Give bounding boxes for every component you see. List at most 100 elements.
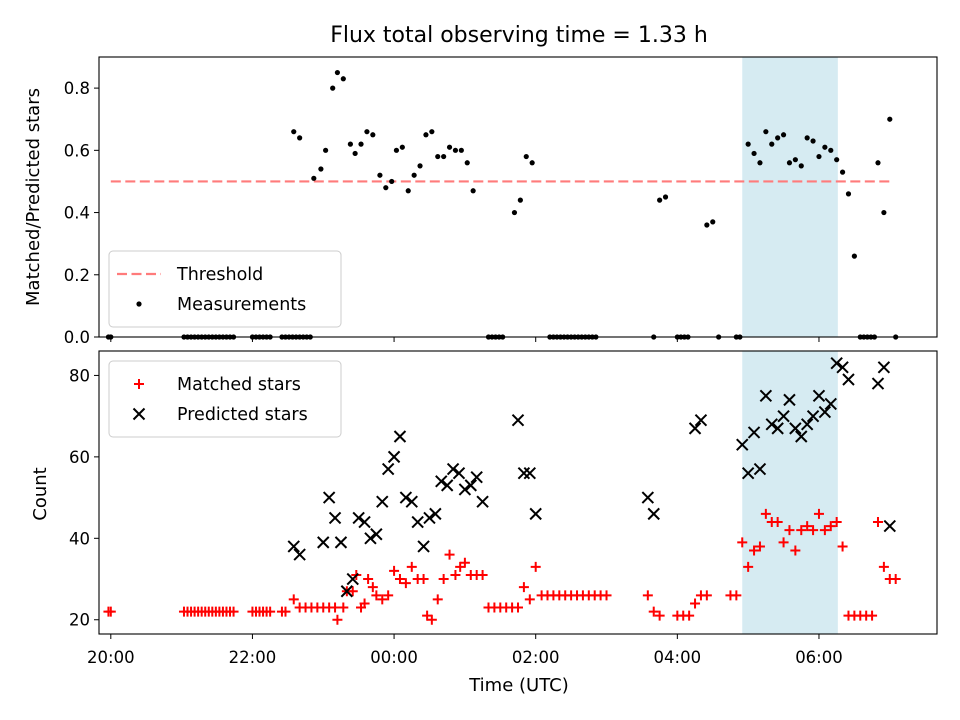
data-point: [830, 357, 843, 370]
highlight-band: [742, 351, 838, 634]
data-point: [332, 614, 343, 625]
highlight-band: [742, 57, 838, 337]
data-point: [435, 475, 448, 488]
data-point: [476, 495, 489, 508]
data-point: [777, 409, 790, 423]
data-point: [731, 590, 742, 601]
data-point: [406, 561, 417, 572]
data-point: [377, 594, 388, 605]
legend-predicted-swatch: [132, 407, 146, 421]
data-point: [470, 471, 483, 484]
data-point: [330, 85, 336, 91]
data-point: [647, 507, 660, 521]
data-point: [363, 574, 374, 585]
data-point: [694, 414, 708, 427]
data-point: [452, 147, 459, 153]
data-point: [529, 507, 542, 521]
data-point: [417, 163, 423, 169]
x-tick-label: 00:00: [370, 648, 418, 667]
data-point: [287, 540, 300, 553]
data-point: [824, 397, 837, 411]
data-point: [364, 532, 377, 545]
data-point: [464, 160, 470, 166]
data-point: [887, 116, 893, 122]
data-point: [875, 160, 881, 166]
data-point: [790, 545, 801, 556]
data-point: [834, 157, 840, 163]
data-point: [400, 578, 411, 589]
data-point: [808, 525, 819, 536]
data-point: [710, 219, 716, 225]
data-point: [816, 153, 822, 160]
legend-measurements-swatch: [136, 301, 142, 307]
data-point: [890, 574, 901, 585]
data-point: [338, 602, 349, 613]
data-point: [288, 594, 299, 605]
data-point: [688, 422, 702, 435]
data-point: [819, 525, 830, 536]
y-tick-label: 60: [69, 448, 90, 467]
bottom-y-axis-label: Count: [30, 467, 51, 520]
data-point: [411, 515, 424, 529]
legend-box: [108, 360, 342, 438]
data-point: [845, 191, 852, 197]
data-point: [867, 610, 878, 621]
data-point: [523, 153, 529, 160]
data-point: [690, 598, 701, 609]
data-point: [411, 172, 417, 178]
data-point: [405, 495, 418, 508]
data-point: [383, 590, 394, 601]
data-point: [399, 491, 413, 504]
data-point: [825, 521, 836, 532]
data-point: [358, 141, 364, 147]
data-point: [784, 525, 795, 536]
data-point: [511, 209, 518, 216]
legend-label: Measurements: [177, 295, 306, 315]
data-point: [749, 545, 760, 556]
data-point: [399, 144, 405, 150]
data-point: [393, 430, 407, 443]
data-point: [517, 197, 523, 203]
data-point: [530, 561, 541, 572]
x-tick-label: 04:00: [654, 648, 702, 667]
data-point: [812, 389, 826, 402]
data-point: [377, 172, 383, 178]
data-point: [358, 515, 371, 529]
data-point: [105, 606, 116, 617]
data-point: [518, 582, 529, 593]
data-point: [704, 222, 710, 228]
data-point: [381, 462, 395, 476]
data-point: [741, 466, 755, 480]
data-point: [872, 517, 883, 528]
data-point: [347, 586, 358, 597]
data-point: [757, 160, 763, 166]
data-point: [387, 450, 401, 464]
x-tick-label: 06:00: [795, 648, 843, 667]
data-point: [470, 188, 476, 194]
legend-label: Matched stars: [177, 375, 301, 395]
data-point: [376, 495, 389, 508]
chart-title: Flux total observing time = 1.33 h: [330, 23, 708, 48]
data-point: [432, 594, 443, 605]
data-point: [423, 511, 436, 525]
data-point: [228, 606, 239, 617]
y-tick-label: 0.0: [64, 328, 90, 347]
data-point: [662, 194, 669, 200]
data-point: [367, 582, 378, 593]
data-point: [417, 540, 430, 553]
data-point: [802, 521, 813, 532]
data-point: [883, 519, 896, 533]
legend-label: Threshold: [176, 265, 263, 285]
data-point: [328, 511, 342, 525]
data-point: [804, 135, 810, 141]
data-point: [657, 197, 663, 203]
data-point: [438, 574, 449, 585]
data-point: [836, 361, 849, 374]
data-point: [780, 132, 787, 138]
data-point: [701, 590, 712, 601]
data-point: [441, 153, 447, 160]
data-point: [389, 565, 400, 576]
data-point: [828, 147, 834, 153]
data-point: [322, 491, 336, 504]
y-tick-label: 20: [69, 611, 90, 630]
